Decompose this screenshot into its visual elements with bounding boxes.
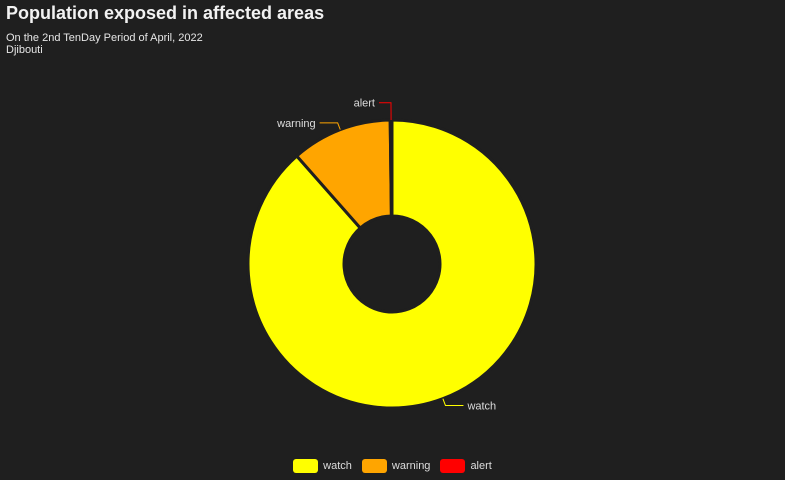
legend-label-watch: watch <box>323 460 352 472</box>
slice-watch[interactable] <box>246 118 538 410</box>
legend-swatch-watch <box>293 459 319 473</box>
legend-item-watch[interactable]: watch <box>293 459 352 473</box>
slice-label-watch: watch <box>466 400 496 412</box>
legend-swatch-warning <box>361 459 387 473</box>
subtitle-region: Djibouti <box>6 44 43 56</box>
legend-item-warning[interactable]: warning <box>361 459 431 473</box>
slice-warning[interactable] <box>295 118 393 230</box>
leader-line-warning <box>319 122 341 130</box>
legend-label-warning: warning <box>391 460 431 472</box>
slice-label-alert: alert <box>354 98 375 110</box>
legend-item-alert[interactable]: alert <box>440 459 492 473</box>
legend-label-alert: alert <box>470 460 492 472</box>
leader-line-watch <box>442 398 464 406</box>
leader-line-alert <box>378 102 392 121</box>
slice-alert[interactable] <box>388 118 394 218</box>
slice-label-warning: warning <box>276 118 316 130</box>
legend-swatch-alert <box>440 459 466 473</box>
chart-title: Population exposed in affected areas <box>6 3 325 23</box>
subtitle-period: On the 2nd TenDay Period of April, 2022 <box>6 32 203 44</box>
chart-subtitle: On the 2nd TenDay Period of April, 2022 … <box>6 32 203 56</box>
legend: watch warning alert <box>0 459 785 473</box>
